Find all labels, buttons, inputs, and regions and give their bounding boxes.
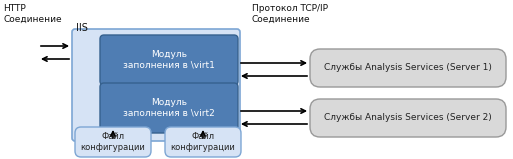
- Text: Файл
конфигурации: Файл конфигурации: [171, 132, 235, 152]
- FancyBboxPatch shape: [310, 49, 506, 87]
- FancyBboxPatch shape: [100, 83, 238, 133]
- Text: HTTP
Соединение: HTTP Соединение: [3, 4, 62, 23]
- FancyBboxPatch shape: [75, 127, 151, 157]
- Text: Файл
конфигурации: Файл конфигурации: [81, 132, 145, 152]
- FancyBboxPatch shape: [310, 99, 506, 137]
- FancyBboxPatch shape: [100, 35, 238, 85]
- Text: Службы Analysis Services (Server 2): Службы Analysis Services (Server 2): [324, 114, 492, 122]
- FancyBboxPatch shape: [72, 29, 240, 141]
- Text: Модуль
заполнения в \virt1: Модуль заполнения в \virt1: [123, 50, 215, 70]
- Text: Модуль
заполнения в \virt2: Модуль заполнения в \virt2: [123, 98, 215, 118]
- Text: Протокол TCP/IP
Соединение: Протокол TCP/IP Соединение: [252, 4, 328, 23]
- Text: IIS: IIS: [76, 23, 88, 33]
- Text: Службы Analysis Services (Server 1): Службы Analysis Services (Server 1): [324, 63, 492, 73]
- FancyBboxPatch shape: [165, 127, 241, 157]
